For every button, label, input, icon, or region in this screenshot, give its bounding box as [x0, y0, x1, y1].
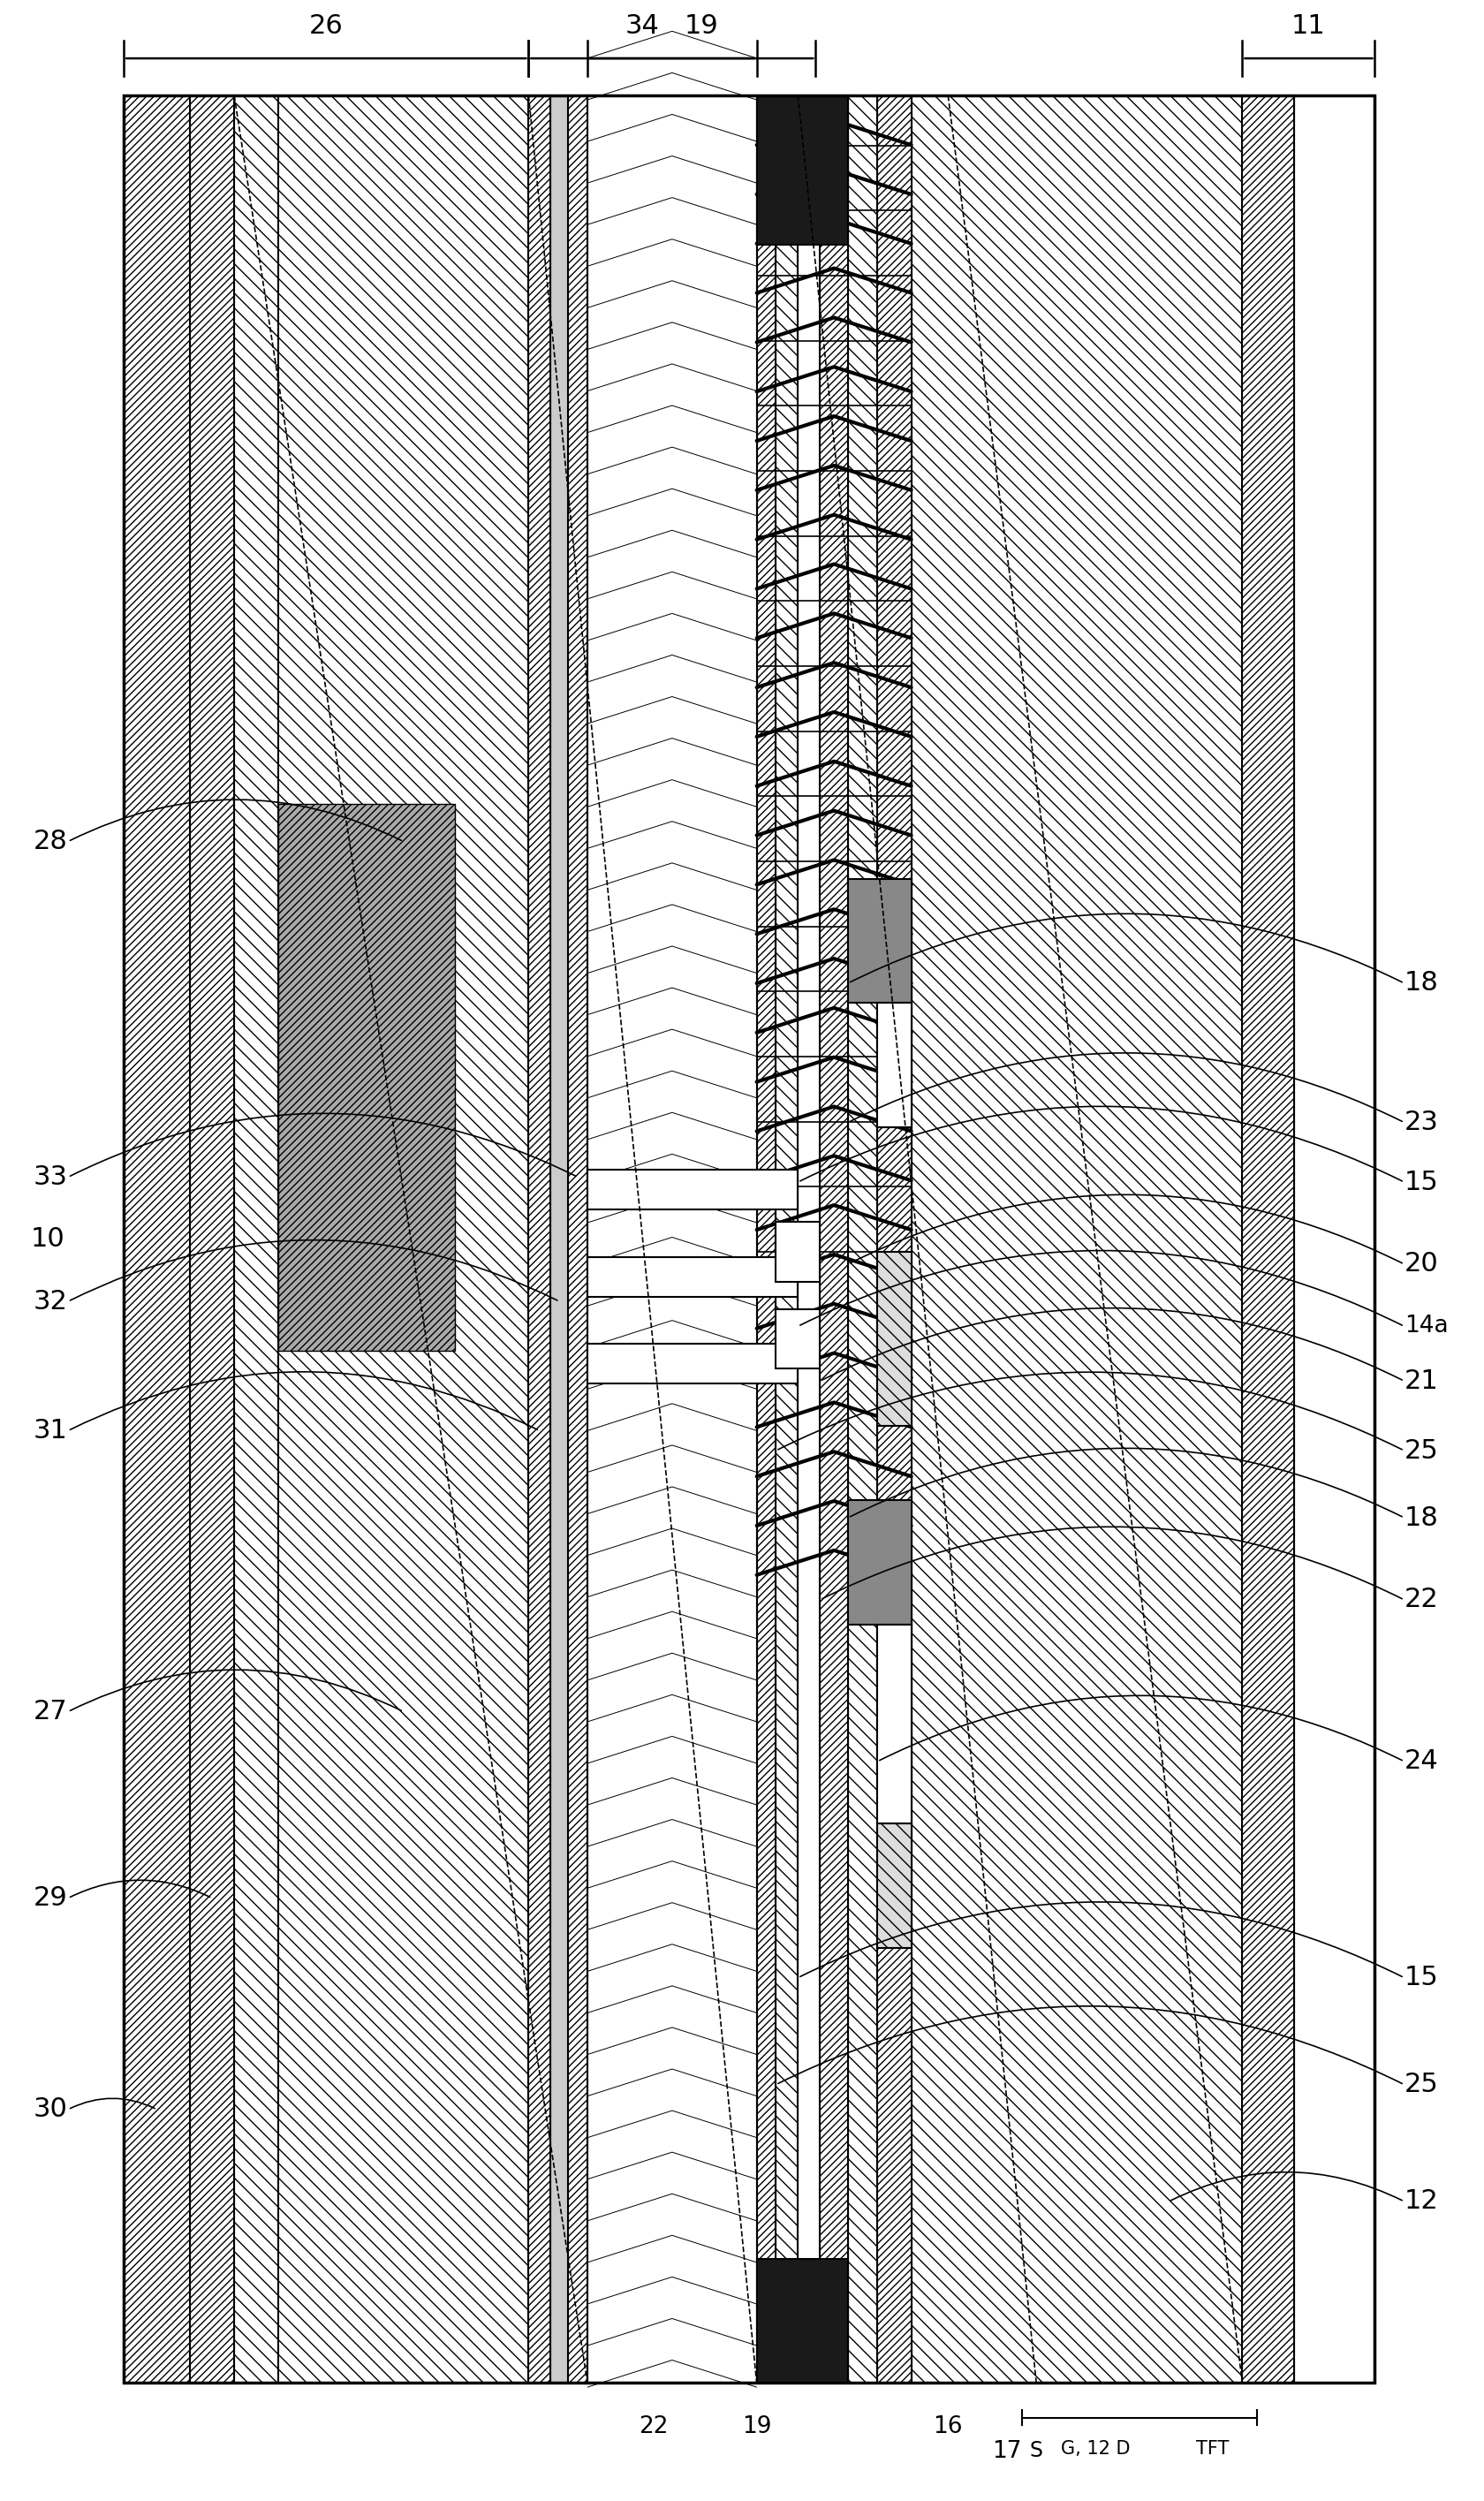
Bar	[757, 2258, 847, 2383]
Text: 15: 15	[1404, 1170, 1438, 1195]
Bar	[279, 805, 456, 1351]
Bar	[568, 95, 588, 2383]
Text: S: S	[1030, 2441, 1043, 2461]
Bar	[847, 1501, 911, 1626]
Text: 22: 22	[640, 2416, 668, 2438]
Text: 28: 28	[34, 828, 68, 855]
Bar	[190, 95, 234, 2383]
Text: 33: 33	[34, 1165, 68, 1190]
Text: 20: 20	[1404, 1250, 1438, 1278]
Bar	[847, 95, 877, 2383]
Bar	[757, 95, 847, 245]
Text: 25: 25	[1404, 2071, 1438, 2098]
Text: 14a: 14a	[1404, 1316, 1448, 1338]
Bar	[877, 1253, 911, 1426]
Bar	[776, 1223, 821, 1281]
Bar	[757, 95, 776, 2383]
Bar	[123, 95, 1374, 2383]
Text: 19: 19	[742, 2416, 772, 2438]
Bar	[877, 1823, 911, 1948]
Text: 34: 34	[625, 13, 660, 38]
Bar	[798, 95, 821, 2383]
Bar	[776, 1308, 821, 1368]
Text: 27: 27	[34, 1698, 68, 1726]
Text: 31: 31	[34, 1418, 68, 1443]
Bar	[551, 95, 568, 2383]
Bar	[588, 1170, 798, 1210]
Text: 30: 30	[34, 2096, 68, 2123]
Bar	[776, 95, 798, 2383]
Bar	[911, 95, 1242, 2383]
Text: 15: 15	[1404, 1966, 1438, 1991]
Bar	[588, 95, 757, 2383]
Text: 16: 16	[933, 2416, 963, 2438]
Bar	[588, 1256, 798, 1296]
Text: 18: 18	[1404, 970, 1438, 995]
Text: 11: 11	[1291, 13, 1325, 38]
Bar	[877, 953, 911, 1128]
Text: 12: 12	[1404, 2188, 1438, 2213]
Bar	[588, 1343, 798, 1383]
Bar	[847, 878, 911, 1003]
Bar	[1294, 95, 1374, 2383]
Text: 25: 25	[1404, 1438, 1438, 1463]
Text: 26: 26	[309, 13, 343, 38]
Text: TFT: TFT	[1196, 2441, 1229, 2458]
Text: G, 12 D: G, 12 D	[1061, 2441, 1129, 2458]
Text: 17: 17	[993, 2441, 1021, 2463]
Text: 10: 10	[30, 1225, 64, 1253]
Text: 18: 18	[1404, 1506, 1438, 1531]
Text: 29: 29	[34, 1886, 68, 1911]
Text: 21: 21	[1404, 1368, 1438, 1393]
Bar	[877, 95, 911, 2383]
Text: 24: 24	[1404, 1748, 1438, 1773]
Bar	[234, 95, 528, 2383]
Text: 19: 19	[684, 13, 718, 38]
Bar	[877, 1626, 911, 1823]
Bar	[821, 95, 847, 2383]
Bar	[877, 1626, 911, 1773]
Bar	[1242, 95, 1294, 2383]
Text: 23: 23	[1404, 1110, 1438, 1135]
Bar	[528, 95, 551, 2383]
Text: 32: 32	[34, 1288, 68, 1316]
Bar	[877, 1003, 911, 1128]
Text: 22: 22	[1404, 1588, 1438, 1613]
Bar	[123, 95, 190, 2383]
Bar	[123, 95, 1374, 2383]
